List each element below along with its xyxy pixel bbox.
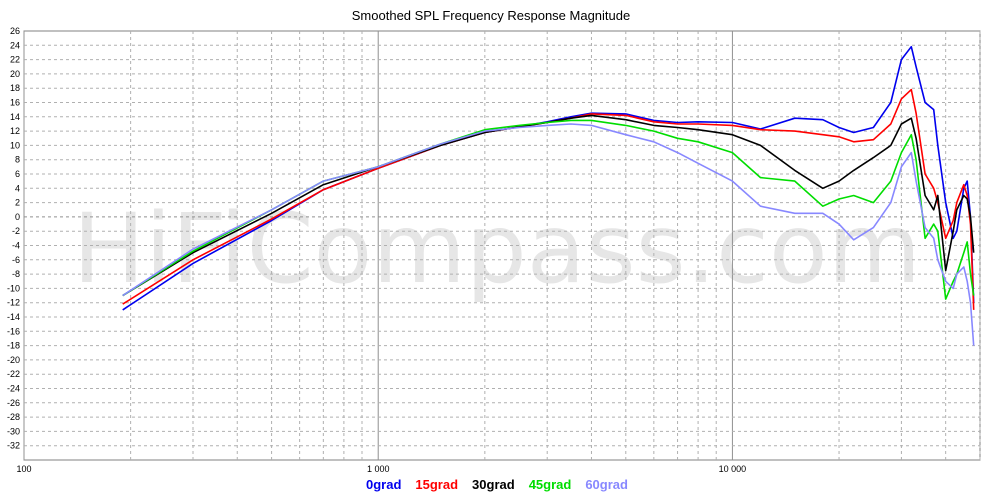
y-tick-label: -2: [12, 226, 20, 236]
plot-frame: [23, 30, 981, 461]
x-tick-label: 1 000: [367, 464, 390, 474]
y-tick-label: -22: [7, 369, 20, 379]
y-tick-label: 6: [15, 169, 20, 179]
y-tick-label: 20: [10, 69, 20, 79]
y-tick-label: 22: [10, 55, 20, 65]
legend-item-45grad: 45grad: [529, 477, 572, 492]
y-tick-label: 8: [15, 155, 20, 165]
legend-item-15grad: 15grad: [415, 477, 458, 492]
y-tick-label: -24: [7, 384, 20, 394]
x-tick-label: 10 000: [719, 464, 747, 474]
y-tick-label: 18: [10, 83, 20, 93]
y-tick-label: -14: [7, 312, 20, 322]
legend-item-30grad: 30grad: [472, 477, 515, 492]
y-tick-label: 26: [10, 26, 20, 36]
y-tick-label: 4: [15, 183, 20, 193]
y-tick-label: 14: [10, 112, 20, 122]
y-tick-label: -16: [7, 326, 20, 336]
y-tick-label: 12: [10, 126, 20, 136]
y-tick-label: -28: [7, 412, 20, 422]
series-lines: [122, 45, 975, 346]
series-line-45grad: [122, 119, 975, 300]
legend-item-0grad: 0grad: [366, 477, 401, 492]
y-tick-label: -6: [12, 255, 20, 265]
y-tick-label: 10: [10, 140, 20, 150]
legend-item-60grad: 60grad: [585, 477, 628, 492]
plot-area: [23, 30, 981, 461]
y-tick-label: 0: [15, 212, 20, 222]
x-axis-ticks: 100 1 000 10 000: [16, 464, 746, 474]
y-axis-ticks: -32-30-28-26-24-22-20-18-16-14-12-10-8-6…: [7, 26, 20, 451]
y-tick-label: -30: [7, 426, 20, 436]
series-line-60grad: [122, 123, 975, 346]
y-tick-label: -18: [7, 341, 20, 351]
y-tick-label: -12: [7, 298, 20, 308]
y-tick-label: -8: [12, 269, 20, 279]
y-tick-label: -20: [7, 355, 20, 365]
x-tick-label: 100: [16, 464, 31, 474]
y-tick-label: 24: [10, 40, 20, 50]
y-tick-label: -26: [7, 398, 20, 408]
series-line-30grad: [122, 114, 975, 297]
chart-title: Smoothed SPL Frequency Response Magnitud…: [352, 8, 630, 23]
y-tick-label: -10: [7, 283, 20, 293]
y-tick-label: 2: [15, 198, 20, 208]
y-tick-label: -4: [12, 241, 20, 251]
grid: [23, 31, 981, 460]
y-tick-label: 16: [10, 98, 20, 108]
legend: 0grad 15grad 30grad 45grad 60grad: [366, 477, 628, 492]
y-tick-label: -32: [7, 441, 20, 451]
